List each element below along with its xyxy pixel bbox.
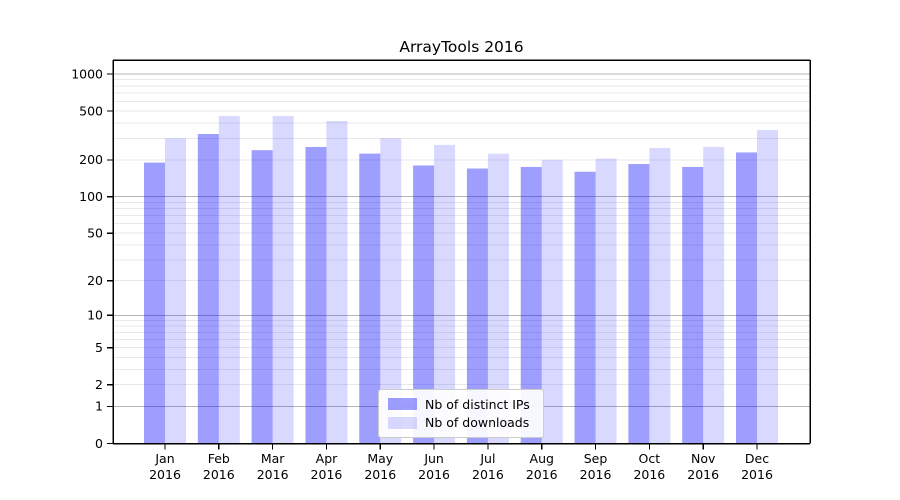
bar-downloads bbox=[165, 138, 186, 444]
bar-downloads bbox=[380, 138, 402, 444]
x-axis-tick-label-month: Mar bbox=[261, 451, 285, 466]
x-axis-tick-label-month: Jul bbox=[479, 451, 495, 466]
bar-distinct-ips bbox=[466, 168, 488, 444]
bar-distinct-ips bbox=[144, 162, 165, 444]
bar-distinct-ips bbox=[359, 153, 381, 444]
bar-distinct-ips bbox=[520, 166, 542, 444]
y-axis-tick-label: 20 bbox=[87, 273, 103, 288]
bar-downloads bbox=[326, 120, 348, 444]
legend-label-distinct-ips: Nb of distinct IPs bbox=[425, 396, 530, 412]
legend-label-downloads: Nb of downloads bbox=[425, 415, 530, 431]
y-axis-tick-label: 2 bbox=[95, 377, 103, 392]
x-axis-tick-label-month: Dec bbox=[745, 451, 769, 466]
x-axis-tick-label-month: Oct bbox=[639, 451, 661, 466]
x-axis-tick-label-year: 2016 bbox=[257, 467, 289, 482]
bar-distinct-ips bbox=[736, 152, 757, 444]
x-axis-tick-label-month: Jun bbox=[423, 451, 444, 466]
bar-downloads bbox=[541, 159, 563, 444]
y-axis-tick-label: 500 bbox=[79, 103, 103, 118]
y-axis-tick-label: 10 bbox=[87, 308, 103, 323]
chart-legend: Nb of distinct IPs Nb of downloads bbox=[378, 389, 544, 438]
x-axis-tick-label-year: 2016 bbox=[741, 467, 773, 482]
bar-distinct-ips bbox=[413, 165, 435, 444]
x-axis-tick-label-year: 2016 bbox=[526, 467, 558, 482]
x-axis-tick-label-year: 2016 bbox=[203, 467, 235, 482]
bar-distinct-ips bbox=[251, 150, 273, 444]
bar-downloads bbox=[487, 153, 509, 444]
y-axis-tick-label: 200 bbox=[79, 152, 103, 167]
bar-distinct-ips bbox=[197, 134, 219, 444]
x-axis-tick-label-year: 2016 bbox=[364, 467, 396, 482]
x-axis-tick-label-year: 2016 bbox=[472, 467, 504, 482]
x-axis-tick-label-year: 2016 bbox=[311, 467, 343, 482]
bars-layer bbox=[144, 116, 778, 444]
x-axis-tick-label-month: Apr bbox=[316, 451, 338, 466]
y-axis-tick-label: 0 bbox=[95, 436, 103, 451]
legend-item-distinct-ips: Nb of distinct IPs bbox=[388, 395, 534, 413]
y-axis-tick-label: 5 bbox=[95, 340, 103, 355]
bar-downloads bbox=[218, 116, 240, 444]
legend-swatch-downloads-icon bbox=[388, 416, 417, 429]
gridlines-layer bbox=[113, 73, 810, 407]
x-axis-tick-label-year: 2016 bbox=[633, 467, 665, 482]
bar-downloads bbox=[649, 148, 671, 444]
axes-layer: 01251020501002005001000Jan2016Feb2016Mar… bbox=[71, 59, 811, 482]
y-axis-tick-label: 100 bbox=[79, 189, 103, 204]
x-axis-tick-label-month: Jan bbox=[154, 451, 174, 466]
bar-downloads bbox=[703, 146, 725, 444]
y-axis-tick-label: 1000 bbox=[71, 66, 103, 81]
x-axis-tick-label-month: Aug bbox=[530, 451, 554, 466]
bar-downloads bbox=[757, 130, 778, 444]
x-axis-tick-label-year: 2016 bbox=[687, 467, 719, 482]
x-axis-tick-label-year: 2016 bbox=[149, 467, 181, 482]
x-axis-tick-label-year: 2016 bbox=[580, 467, 612, 482]
x-axis-tick-label-month: Feb bbox=[208, 451, 230, 466]
x-axis-tick-label-month: Sep bbox=[584, 451, 608, 466]
bar-distinct-ips bbox=[682, 166, 704, 444]
bar-downloads bbox=[434, 144, 456, 444]
legend-swatch-distinct-ips-icon bbox=[388, 398, 417, 411]
bar-downloads bbox=[595, 158, 617, 444]
y-axis-tick-label: 50 bbox=[87, 226, 103, 241]
bar-distinct-ips bbox=[574, 171, 596, 444]
bar-distinct-ips bbox=[628, 164, 650, 444]
x-axis-tick-label-month: May bbox=[367, 451, 393, 466]
chart-title: ArrayTools 2016 bbox=[399, 38, 523, 56]
x-axis-tick-label-year: 2016 bbox=[418, 467, 450, 482]
legend-item-downloads: Nb of downloads bbox=[388, 414, 534, 432]
y-axis-tick-label: 1 bbox=[95, 399, 103, 414]
bar-distinct-ips bbox=[305, 146, 327, 444]
bar-downloads bbox=[272, 116, 294, 444]
x-axis-tick-label-month: Nov bbox=[691, 451, 716, 466]
